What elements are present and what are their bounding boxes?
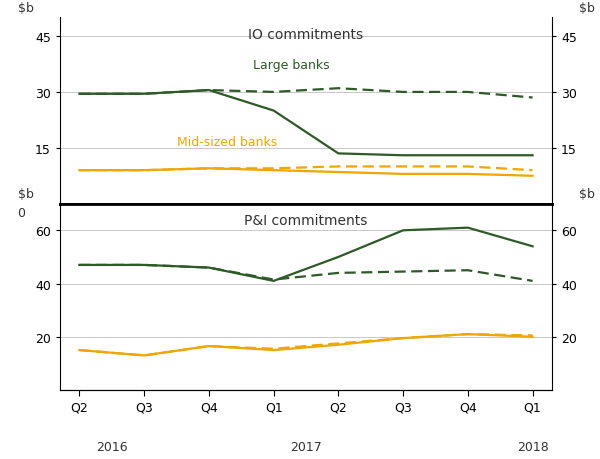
Text: P&I commitments: P&I commitments [244, 213, 368, 228]
Text: 2016: 2016 [96, 440, 128, 453]
Text: 0: 0 [17, 206, 26, 219]
Text: IO commitments: IO commitments [248, 28, 364, 42]
Text: Mid-sized banks: Mid-sized banks [177, 135, 277, 148]
Text: 2018: 2018 [517, 440, 548, 453]
Text: $b: $b [578, 188, 595, 201]
Text: $b: $b [578, 2, 595, 15]
Text: Large banks: Large banks [253, 59, 329, 72]
Text: 2017: 2017 [290, 440, 322, 453]
Text: $b: $b [17, 2, 34, 15]
Text: $b: $b [17, 188, 34, 201]
